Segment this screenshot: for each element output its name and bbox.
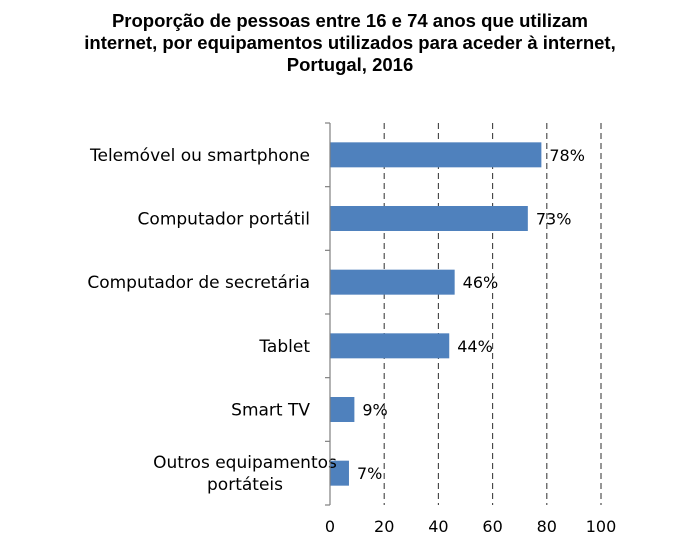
category-label-line: Telemóvel ou smartphone <box>89 146 310 166</box>
value-label: 78% <box>549 146 585 165</box>
chart-title-line-2: internet, por equipamentos utilizados pa… <box>84 32 616 53</box>
category-label-line: portáteis <box>207 475 283 495</box>
x-tick-label: 100 <box>586 517 617 536</box>
value-label: 46% <box>463 273 499 292</box>
value-label: 7% <box>357 464 382 483</box>
value-label: 44% <box>457 337 493 356</box>
bar <box>330 460 349 486</box>
category-label: Tablet <box>258 337 310 357</box>
category-label-line: Smart TV <box>231 401 310 421</box>
x-tick-label: 40 <box>428 517 448 536</box>
category-label: Computador portátil <box>138 210 310 230</box>
chart-title-line-3: Portugal, 2016 <box>286 54 414 75</box>
chart-title: Proporção de pessoas entre 16 e 74 anos … <box>40 10 660 76</box>
category-label: Computador de secretária <box>87 273 310 293</box>
category-label-line: Outros equipamentos <box>153 453 337 473</box>
value-label: 73% <box>536 210 572 229</box>
x-tick-label: 20 <box>374 517 394 536</box>
chart-title-line-1: Proporção de pessoas entre 16 e 74 anos … <box>111 10 589 31</box>
bar <box>330 206 528 231</box>
x-tick-label: 60 <box>482 517 502 536</box>
x-tick-label: 80 <box>537 517 557 536</box>
category-label: Smart TV <box>231 401 310 421</box>
bar <box>330 333 450 359</box>
category-label-line: Tablet <box>258 337 310 357</box>
x-tick-label: 0 <box>325 517 335 536</box>
value-label: 9% <box>362 401 387 420</box>
category-label: Outros equipamentos portáteis <box>153 453 337 495</box>
bar <box>330 142 542 168</box>
bar <box>330 269 455 295</box>
category-label-line: Computador portátil <box>138 210 310 230</box>
category-label: Telemóvel ou smartphone <box>89 146 310 166</box>
bar <box>330 397 355 422</box>
category-label-line: Computador de secretária <box>87 273 310 293</box>
